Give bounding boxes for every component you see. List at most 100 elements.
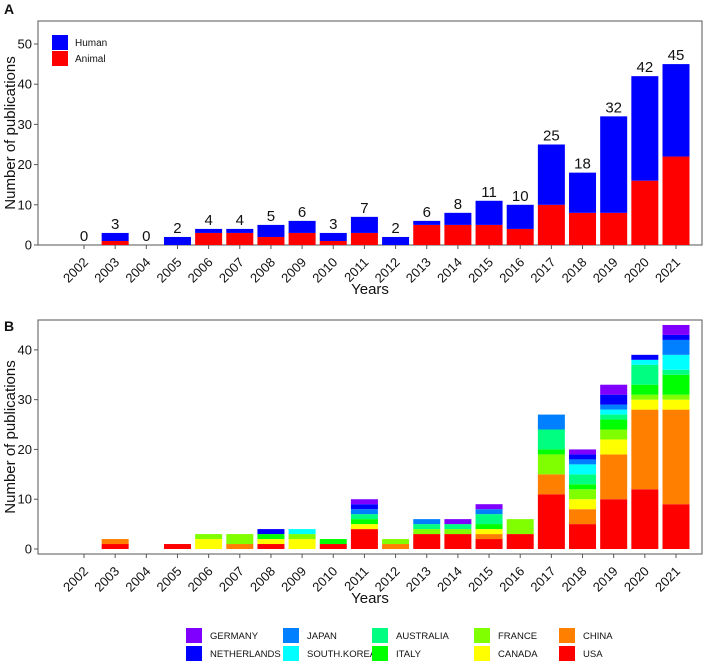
- b-bar-japan: [537, 414, 565, 430]
- b-bar-canada: [631, 399, 659, 410]
- a-total-label: 45: [668, 47, 685, 64]
- a-total-label: 11: [481, 184, 497, 201]
- b-bar-usa: [475, 539, 503, 549]
- a-bar-animal: [226, 232, 254, 245]
- b-x-tick-label: 2010: [309, 564, 340, 595]
- a-bar-animal: [413, 224, 441, 245]
- a-y-tick-label: 20: [18, 157, 32, 172]
- a-bar-human: [631, 76, 659, 181]
- a-bar-human: [506, 204, 534, 229]
- b-bar-japan: [662, 339, 690, 355]
- b-bar-canada: [600, 439, 628, 455]
- b-bar-france: [631, 394, 659, 400]
- a-x-tick-label: 2014: [434, 255, 465, 286]
- b-bar-usa: [631, 489, 659, 549]
- panel-b-legend: GERMANY NETHERLANDS JAPAN SOUTH.KOREA AUSTRA…: [186, 628, 613, 661]
- a-total-label: 8: [454, 196, 462, 213]
- panel-b-x-ticks: 2002 2003 2004 2005 2006 2007 2008 2009 2010 2011…: [60, 554, 683, 595]
- b-legend-swatch-france: [474, 628, 490, 643]
- a-total-label: 42: [636, 59, 653, 76]
- b-x-tick-label: 2004: [122, 564, 153, 595]
- b-bar-italy: [569, 484, 597, 490]
- a-bar-animal: [600, 212, 628, 245]
- a-x-tick-label: 2013: [403, 255, 434, 286]
- a-bar-animal: [319, 240, 347, 245]
- a-x-tick-label: 2002: [60, 255, 91, 286]
- panel-b-chart: B Number of publications Years 0 10 20 30 40…: [2, 318, 703, 661]
- a-x-tick-label: 2020: [621, 255, 652, 286]
- b-bar-usa: [569, 524, 597, 549]
- a-y-tick-label: 10: [18, 197, 32, 212]
- a-total-label: 4: [236, 212, 244, 229]
- b-legend-swatch-japan: [283, 628, 299, 643]
- a-total-label: 0: [142, 228, 150, 245]
- b-legend-label-canada: CANADA: [498, 649, 538, 660]
- a-total-label: 3: [111, 216, 119, 233]
- a-bar-animal: [631, 180, 659, 245]
- b-y-tick-label: 20: [18, 442, 32, 457]
- b-bar-france: [444, 529, 472, 535]
- a-x-tick-label: 2010: [309, 255, 340, 286]
- b-bar-china: [631, 409, 659, 490]
- b-bar-netherlands: [350, 504, 378, 510]
- b-bar-australia: [413, 524, 441, 530]
- panel-a-letter: A: [4, 1, 14, 17]
- b-bar-australia: [662, 369, 690, 375]
- b-bar-south-korea: [569, 464, 597, 475]
- a-bar-human: [257, 224, 285, 237]
- b-bar-china: [662, 409, 690, 505]
- a-x-tick-label: 2004: [122, 255, 153, 286]
- b-legend-label-china: CHINA: [583, 631, 613, 642]
- b-bar-china: [101, 539, 129, 545]
- b-legend-label-italy: ITALY: [396, 649, 422, 660]
- panel-a-y-ticks: 0 10 20 30 40 50: [18, 37, 38, 253]
- b-x-tick-label: 2016: [496, 564, 527, 595]
- b-bar-usa: [101, 544, 129, 549]
- a-legend-label-animal: Animal: [75, 54, 106, 65]
- b-bar-netherlands: [631, 354, 659, 360]
- b-bar-usa: [413, 534, 441, 549]
- b-bar-germany: [350, 499, 378, 505]
- panel-b-letter: B: [4, 318, 14, 334]
- a-bar-animal: [662, 156, 690, 245]
- b-bar-netherlands: [257, 529, 285, 535]
- b-bar-japan: [350, 509, 378, 515]
- panel-b-y-axis-title: Number of publications: [2, 360, 19, 513]
- b-bar-germany: [475, 504, 503, 510]
- b-x-tick-label: 2021: [652, 564, 683, 595]
- b-legend-swatch-italy: [372, 646, 388, 661]
- b-bar-canada: [662, 399, 690, 410]
- a-legend-swatch-human: [52, 35, 68, 50]
- b-bar-usa: [350, 529, 378, 549]
- b-bar-canada: [195, 539, 223, 549]
- b-legend-swatch-netherlands: [186, 646, 202, 661]
- a-total-label: 2: [391, 220, 399, 237]
- b-bar-canada: [569, 499, 597, 510]
- b-x-tick-label: 2007: [216, 564, 247, 595]
- a-x-tick-label: 2007: [216, 255, 247, 286]
- panel-b-y-ticks: 0 10 20 30 40: [18, 342, 38, 557]
- b-bar-germany: [662, 324, 690, 335]
- a-total-label: 5: [267, 208, 275, 225]
- b-legend-swatch-canada: [474, 646, 490, 661]
- b-bar-usa: [506, 534, 534, 549]
- a-total-label: 3: [329, 216, 337, 233]
- a-y-tick-label: 0: [25, 238, 32, 253]
- b-bar-germany: [569, 449, 597, 455]
- panel-a-x-ticks: 2002 2003 2004 2005 2006 2007 2008 2009 2010 2011…: [60, 245, 683, 286]
- a-bar-human: [350, 216, 378, 233]
- a-x-tick-label: 2006: [185, 255, 216, 286]
- a-legend-swatch-animal: [52, 51, 68, 66]
- panel-a-bars: [101, 64, 690, 245]
- b-bar-italy: [600, 419, 628, 430]
- b-bar-france: [382, 539, 410, 545]
- panel-a-legend: Human Animal: [52, 35, 107, 66]
- b-x-tick-label: 2014: [434, 564, 465, 595]
- a-bar-animal: [257, 236, 285, 245]
- b-legend-label-france: FRANCE: [498, 631, 537, 642]
- b-bar-canada: [288, 539, 316, 549]
- b-bar-south-korea: [662, 354, 690, 370]
- b-bar-france: [662, 394, 690, 400]
